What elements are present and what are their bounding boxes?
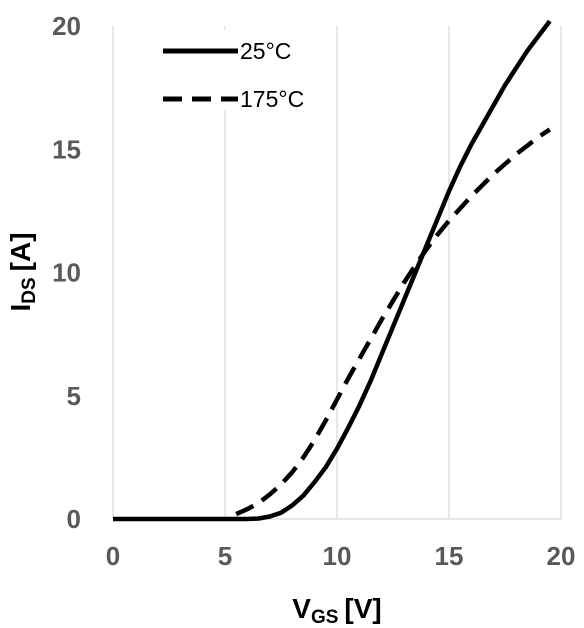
x-tick-label-2: 10	[323, 541, 352, 571]
y-tick-label-1: 5	[67, 381, 81, 411]
series-line-1	[235, 127, 552, 517]
x-tick-label-4: 20	[547, 541, 576, 571]
x-axis-title-subscript: GS	[311, 607, 338, 628]
y-tick-label-2: 10	[52, 258, 81, 288]
y-axis-title-main: I	[5, 304, 36, 312]
x-tick-label-1: 5	[218, 541, 232, 571]
series-line-0	[113, 19, 552, 522]
x-axis-title: VGS [V]	[292, 593, 381, 628]
x-tick-label-0: 0	[106, 541, 120, 571]
x-axis-title-unit: [V]	[344, 593, 381, 624]
y-tick-label-4: 20	[52, 11, 81, 41]
y-tick-label-3: 15	[52, 134, 81, 164]
tick-labels: 0 5 10 15 20 0 5 10 15 20	[52, 11, 575, 571]
series-group	[113, 19, 552, 522]
y-tick-label-0: 0	[67, 504, 81, 534]
x-axis-title-main: V	[292, 593, 311, 624]
y-axis-title: IDS [A]	[5, 232, 40, 311]
y-axis-title-unit: [A]	[5, 232, 36, 271]
y-axis-title-subscript: DS	[19, 277, 40, 303]
legend-label-175c: 175°C	[240, 86, 304, 112]
legend: 25°C 175°C	[150, 30, 310, 112]
x-tick-label-3: 15	[435, 541, 464, 571]
legend-label-25c: 25°C	[240, 38, 291, 64]
